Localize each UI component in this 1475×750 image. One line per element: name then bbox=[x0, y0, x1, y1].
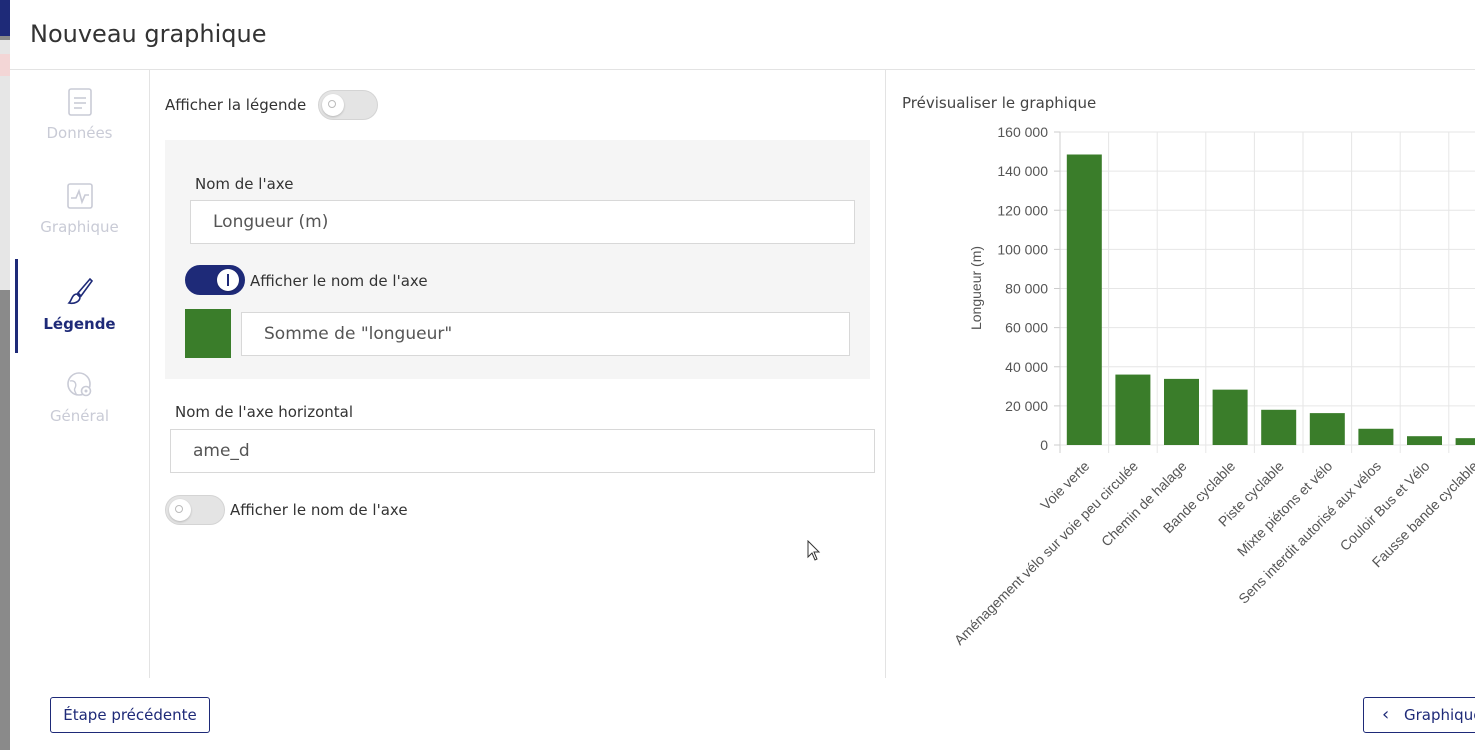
chart-preview-panel: Prévisualiser le graphique 0 20 000 40 000… bbox=[885, 70, 1475, 678]
active-indicator bbox=[15, 259, 18, 353]
background-map-strip bbox=[0, 0, 10, 750]
y-tick-label: 0 bbox=[1040, 437, 1048, 453]
brush-icon bbox=[66, 277, 93, 305]
y-tick-label: 100 000 bbox=[997, 241, 1048, 257]
x-tick-label: Chemin de halage bbox=[1098, 458, 1190, 550]
show-legend-toggle[interactable] bbox=[318, 90, 378, 120]
new-chart-dialog: Nouveau graphique Données Graphique bbox=[10, 0, 1475, 750]
nav-item-legende[interactable]: Légende bbox=[10, 259, 149, 353]
y-axis-label: Longueur (m) bbox=[968, 246, 984, 330]
nav-label: Général bbox=[49, 407, 110, 425]
x-tick-label: Couloir Bus et Vélo bbox=[1337, 458, 1433, 554]
nav-label: Données bbox=[46, 124, 113, 142]
nav-item-graphique[interactable]: Graphique bbox=[10, 182, 149, 276]
preview-title: Prévisualiser le graphique bbox=[902, 94, 1097, 112]
globe-settings-icon bbox=[66, 372, 91, 397]
series-name-input[interactable]: Somme de "longueur" bbox=[241, 312, 850, 356]
bar bbox=[1115, 374, 1151, 445]
y-tick-label: 60 000 bbox=[1005, 320, 1048, 336]
nav-item-donnees[interactable]: Données bbox=[10, 88, 149, 182]
nav-label: Légende bbox=[43, 315, 116, 333]
next-graphique-button[interactable]: ‹ Graphique bbox=[1363, 697, 1475, 733]
nav-label: Graphique bbox=[40, 218, 119, 236]
y-tick-label: 120 000 bbox=[997, 202, 1048, 218]
legend-form: Afficher la légende Nom de l'axe Longueu… bbox=[165, 70, 885, 678]
dialog-title: Nouveau graphique bbox=[30, 20, 267, 48]
bar bbox=[1066, 154, 1102, 445]
y-axis-panel: Nom de l'axe Longueur (m) Afficher le no… bbox=[165, 140, 870, 379]
bar bbox=[1164, 378, 1199, 445]
x-tick-label: Mixte piétons et vélo bbox=[1234, 458, 1336, 560]
next-button-label: Graphique bbox=[1404, 706, 1475, 724]
y-tick-label: 80 000 bbox=[1005, 281, 1048, 297]
show-h-axis-name-toggle[interactable] bbox=[165, 495, 225, 525]
show-h-axis-name-label: Afficher le nom de l'axe bbox=[230, 501, 408, 519]
h-axis-name-input[interactable]: ame_d bbox=[170, 429, 875, 473]
previous-step-button[interactable]: Étape précédente bbox=[50, 697, 210, 733]
bar bbox=[1309, 413, 1345, 445]
y-tick-label: 160 000 bbox=[997, 124, 1048, 140]
show-axis-name-label: Afficher le nom de l'axe bbox=[250, 272, 428, 290]
chart-line-icon bbox=[66, 183, 93, 209]
mouse-cursor-icon bbox=[807, 540, 821, 561]
y-tick-label: 140 000 bbox=[997, 163, 1048, 179]
bar bbox=[1455, 438, 1475, 445]
document-icon bbox=[67, 88, 92, 116]
y-tick-label: 20 000 bbox=[1005, 398, 1048, 414]
show-legend-label: Afficher la légende bbox=[165, 96, 307, 114]
chevron-left-icon: ‹ bbox=[1382, 704, 1390, 725]
bar bbox=[1358, 428, 1394, 445]
nav-item-general[interactable]: Général bbox=[10, 371, 149, 465]
h-axis-name-label: Nom de l'axe horizontal bbox=[175, 403, 354, 421]
show-axis-name-toggle[interactable] bbox=[185, 265, 245, 295]
bar-chart: 0 20 000 40 000 60 000 80 000 100 000 120 000 1… bbox=[951, 124, 1475, 648]
bar bbox=[1261, 409, 1297, 445]
title-divider bbox=[10, 69, 1475, 70]
x-tick-label: Aménagement vélo sur voie peu circulée bbox=[951, 458, 1141, 648]
y-tick-label: 40 000 bbox=[1005, 359, 1048, 375]
axis-name-input[interactable]: Longueur (m) bbox=[190, 200, 855, 244]
series-color-swatch[interactable] bbox=[185, 309, 231, 358]
step-navigation: Données Graphique Légende Génér bbox=[10, 70, 150, 678]
bar bbox=[1212, 389, 1248, 445]
bar bbox=[1407, 436, 1442, 445]
axis-name-label: Nom de l'axe bbox=[195, 175, 294, 193]
